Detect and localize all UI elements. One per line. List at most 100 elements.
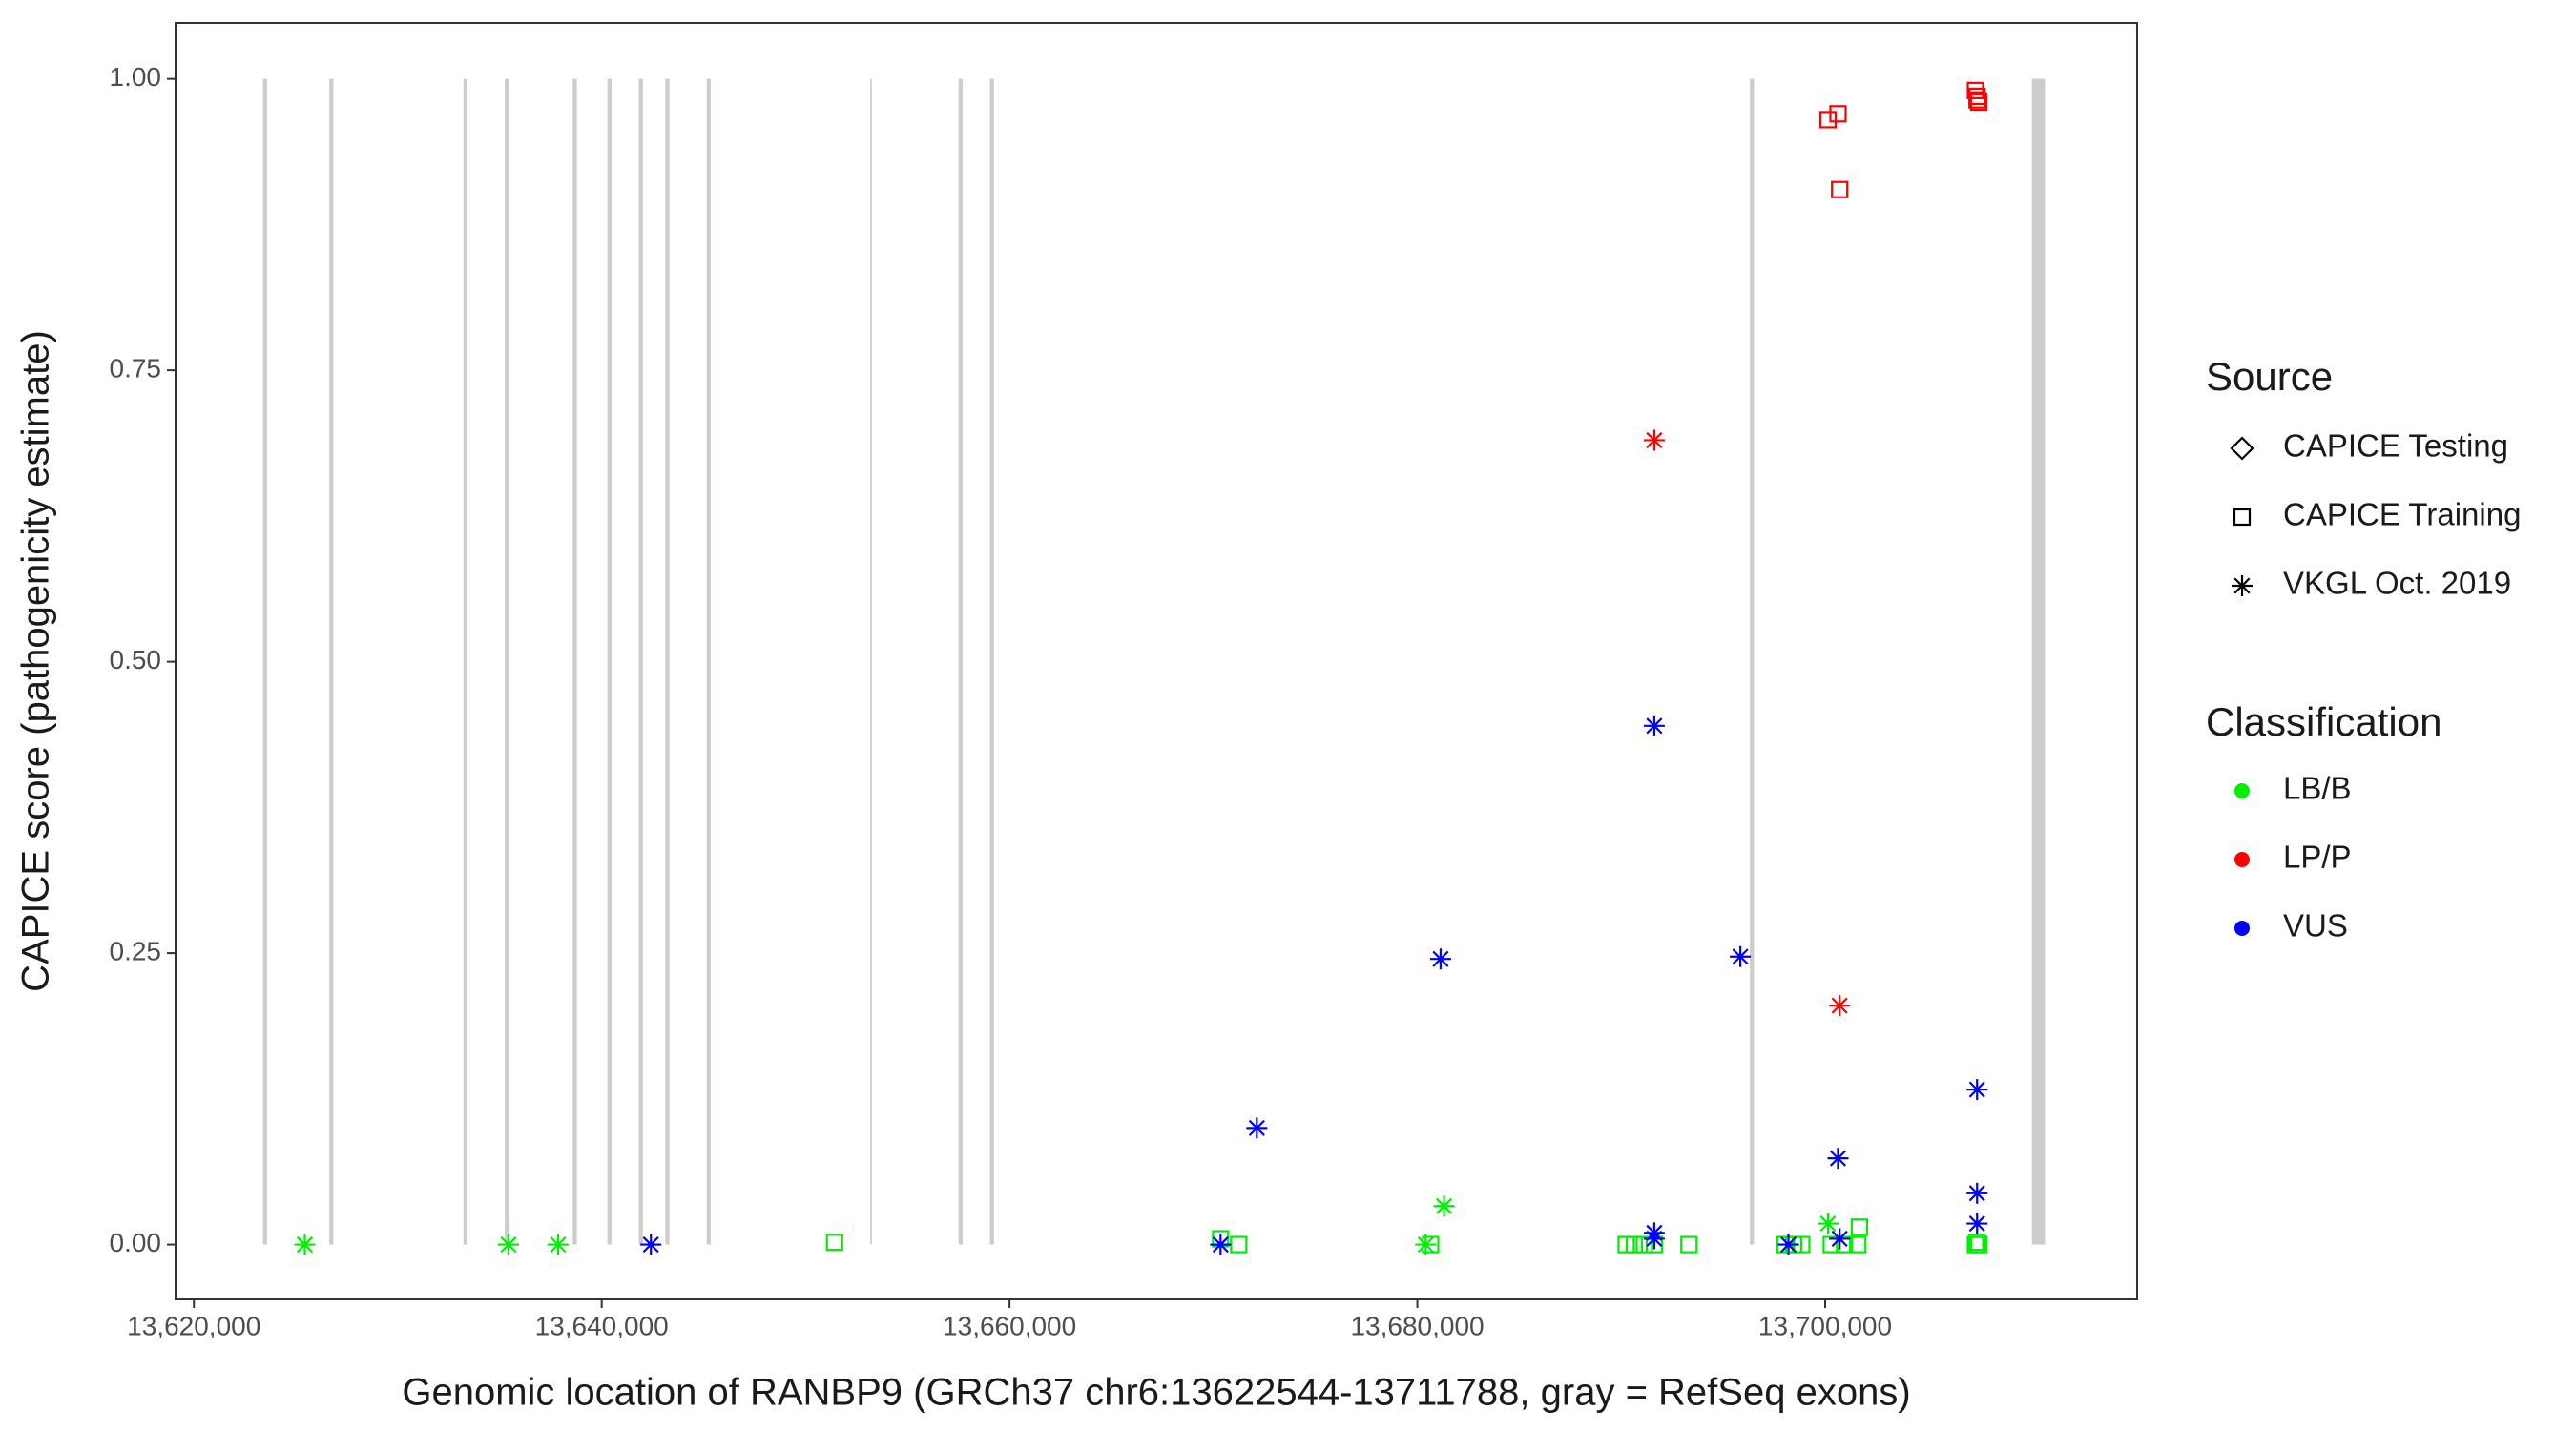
point (1966, 81, 1984, 99)
point (1836, 1235, 1854, 1254)
asterisk-stroke (1968, 1215, 1985, 1233)
asterisk-stroke (1831, 997, 1848, 1014)
exon (870, 78, 872, 1245)
point (640, 1234, 662, 1255)
point (825, 1234, 843, 1252)
asterisk-stroke (1831, 1230, 1848, 1248)
point (1966, 1182, 1988, 1204)
asterisk-stroke (296, 1236, 314, 1254)
asterisk-stroke (2233, 577, 2251, 594)
point (1818, 111, 1838, 129)
asterisk-stroke (550, 1236, 567, 1254)
point (1968, 91, 1986, 109)
point (1210, 1234, 1232, 1255)
point (547, 1234, 569, 1255)
point (1817, 1213, 1839, 1234)
plot-panel (175, 22, 2138, 1300)
point (1966, 1213, 1988, 1234)
x-tick-label: 13,660,000 (943, 1311, 1076, 1340)
point (1643, 1228, 1665, 1250)
asterisk-stroke (1819, 1215, 1837, 1233)
asterisk-stroke (642, 1236, 659, 1254)
point (1625, 1235, 1644, 1254)
point (1827, 1148, 1849, 1170)
legend-label: CAPICE Training (2283, 497, 2521, 532)
asterisk-stroke (1436, 1197, 1453, 1214)
legend-label: CAPICE Testing (2283, 428, 2508, 464)
asterisk-stroke (1646, 1230, 1663, 1248)
exon (665, 78, 670, 1245)
point (1415, 1234, 1437, 1255)
exon (572, 78, 577, 1245)
legend-title: Source (2206, 354, 2333, 399)
asterisk-stroke (1829, 1150, 1847, 1167)
point (1777, 1234, 1799, 1255)
point (1643, 715, 1665, 736)
point (294, 1234, 316, 1255)
point (1643, 429, 1665, 451)
asterisk-stroke (1646, 717, 1663, 735)
point (1969, 1235, 1988, 1254)
y-tick-label: 0.00 (110, 1228, 162, 1257)
legend-symbol (2234, 783, 2250, 798)
exon (638, 78, 643, 1245)
point (1829, 1228, 1851, 1250)
point (498, 1234, 520, 1255)
point (1230, 1235, 1248, 1254)
asterisk-stroke (1248, 1119, 1265, 1136)
x-tick-label: 13,680,000 (1350, 1311, 1484, 1340)
legend-label: LP/P (2283, 840, 2352, 875)
asterisk-stroke (1779, 1236, 1797, 1254)
x-tick-label: 13,620,000 (127, 1311, 260, 1340)
point (1966, 1079, 1988, 1101)
legend-label: LB/B (2283, 771, 2352, 806)
asterisk-stroke (1417, 1236, 1434, 1254)
legend-symbol (2232, 575, 2253, 596)
exon (958, 78, 963, 1245)
point (1429, 948, 1451, 970)
asterisk-stroke (1732, 948, 1749, 965)
legend-symbol (2230, 436, 2254, 461)
y-tick-label: 0.25 (110, 936, 162, 965)
legend-title: Classification (2206, 699, 2441, 744)
point (1680, 1235, 1698, 1254)
exon (505, 78, 509, 1245)
point (1730, 945, 1752, 967)
exon (1750, 78, 1755, 1245)
exon (2031, 78, 2046, 1245)
y-tick-label: 0.50 (110, 645, 162, 674)
legend-symbol (2234, 852, 2250, 867)
x-tick-label: 13,640,000 (535, 1311, 669, 1340)
exon (329, 78, 334, 1245)
asterisk-stroke (1212, 1236, 1229, 1254)
point (1246, 1117, 1268, 1139)
legend-symbol (2234, 921, 2250, 936)
exon (706, 78, 712, 1245)
y-axis-title: CAPICE score (pathogenicity estimate) (15, 330, 57, 992)
point (1831, 180, 1849, 198)
asterisk-stroke (1646, 431, 1663, 449)
point (1969, 93, 1988, 112)
x-tick-label: 13,700,000 (1758, 1311, 1892, 1340)
exon (989, 78, 994, 1245)
x-axis-title: Genomic location of RANBP9 (GRCh37 chr6:… (402, 1372, 1910, 1414)
exon (607, 78, 612, 1245)
point (1829, 105, 1847, 123)
point (1635, 1235, 1653, 1254)
y-tick-label: 1.00 (110, 62, 162, 92)
asterisk-stroke (1432, 950, 1449, 967)
asterisk-stroke (1968, 1081, 1985, 1098)
asterisk-stroke (500, 1236, 517, 1254)
point (1850, 1218, 1869, 1236)
point (1968, 1234, 1986, 1252)
asterisk-stroke (1968, 1185, 1985, 1202)
exon (463, 78, 468, 1245)
point (1849, 1235, 1867, 1254)
exon (262, 78, 267, 1245)
legend-label: VKGL Oct. 2019 (2283, 566, 2511, 601)
legend-label: VUS (2283, 908, 2348, 944)
y-tick-label: 0.75 (110, 354, 162, 384)
point (1829, 995, 1851, 1017)
point (1433, 1195, 1455, 1217)
